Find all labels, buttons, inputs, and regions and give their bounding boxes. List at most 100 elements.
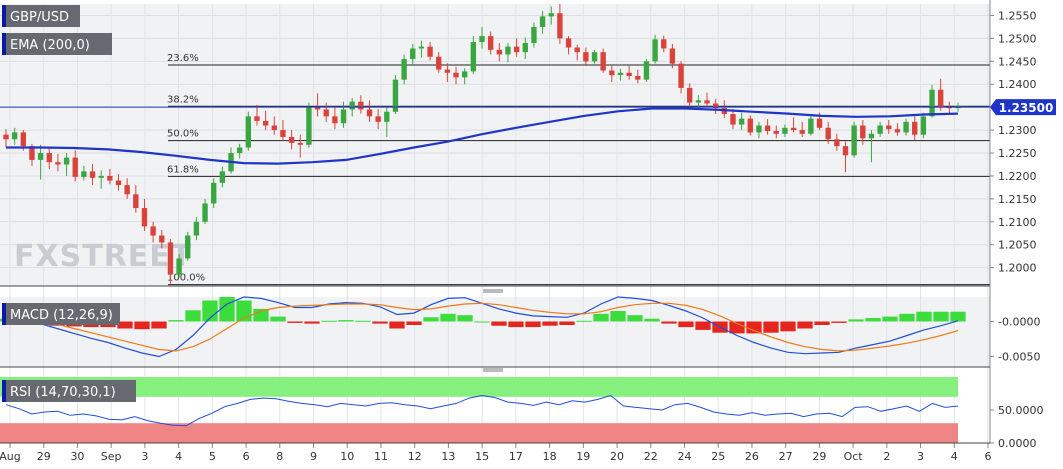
fibonacci-label: 50.0% — [167, 129, 199, 140]
chart-title-box — [2, 5, 80, 27]
chart-title: GBP/USD — [10, 10, 69, 25]
candle-body — [695, 100, 702, 103]
candle-body — [107, 175, 113, 181]
candle-body — [81, 171, 87, 177]
candle-body — [358, 101, 364, 110]
y-tick-label: 1.2550 — [998, 9, 1037, 22]
macd-histogram-bar — [474, 321, 490, 323]
macd-legend-box — [2, 303, 120, 325]
candle-body — [929, 89, 935, 117]
candle-body — [193, 221, 200, 236]
macd-histogram-bar — [185, 310, 201, 322]
candle-body — [548, 13, 554, 17]
candle-body — [738, 118, 745, 125]
candle-body — [912, 121, 918, 135]
macd-histogram-bar — [440, 313, 456, 322]
candle-body — [262, 120, 269, 126]
x-tick-label: 26 — [745, 450, 759, 463]
candle-body — [886, 125, 892, 130]
candle-body — [29, 146, 35, 160]
macd-histogram-bar — [865, 318, 881, 322]
x-tick-label: 6 — [985, 450, 992, 463]
candle-body — [288, 136, 295, 143]
candle-body — [591, 52, 598, 62]
x-tick-label: 24 — [677, 450, 691, 463]
indicator-legend-box — [2, 33, 112, 55]
x-tick-label: 6 — [243, 450, 250, 463]
candle-body — [522, 42, 528, 53]
candle-body — [115, 180, 122, 186]
fibonacci-label: 61.8% — [167, 164, 199, 175]
macd-histogram-bar — [559, 321, 575, 325]
candle-body — [557, 13, 563, 39]
rsi-legend-box — [2, 380, 136, 402]
candle-body — [617, 72, 624, 76]
macd-histogram-bar — [287, 321, 303, 323]
candle-body — [444, 69, 451, 73]
macd-histogram-bar — [610, 311, 626, 322]
macd-histogram-bar — [780, 321, 796, 332]
candle-body — [583, 52, 589, 62]
candle-body — [11, 132, 18, 140]
candle-body — [271, 125, 277, 131]
y-tick-label: 1.2400 — [998, 78, 1037, 91]
macd-histogram-bar — [797, 321, 813, 329]
candle-body — [600, 52, 606, 71]
candle-body — [141, 208, 148, 227]
candle-body — [782, 127, 788, 134]
y-tick-label: 1.2000 — [998, 262, 1037, 275]
candle-body — [825, 127, 831, 140]
macd-histogram-bar — [576, 320, 592, 322]
price-panel — [0, 4, 990, 286]
macd-histogram-bar — [304, 321, 320, 324]
macd-histogram-bar — [321, 320, 337, 322]
macd-histogram-bar — [508, 321, 524, 328]
candle-body — [851, 125, 857, 156]
x-tick-label: 4 — [175, 450, 182, 463]
candle-body — [652, 39, 658, 62]
candle-body — [20, 132, 26, 147]
rsi-y-tick-label: 0.0000 — [998, 437, 1037, 450]
macd-histogram-bar — [117, 321, 133, 329]
macd-histogram-bar — [270, 316, 286, 322]
candle-body — [661, 39, 667, 49]
candle-body — [574, 47, 580, 53]
candle-body — [860, 125, 866, 139]
candle-body — [496, 49, 502, 55]
candle-body — [565, 38, 572, 48]
rsi-line — [5, 394, 959, 427]
candle-body — [89, 171, 96, 178]
candle-body — [167, 242, 174, 275]
candle-body — [894, 129, 901, 133]
candle-body — [903, 121, 909, 133]
macd-histogram-bar — [134, 321, 150, 330]
macd-histogram-bar — [355, 320, 371, 322]
macd-y-tick-label: -0.0000 — [998, 316, 1040, 329]
macd-histogram-bar — [882, 316, 898, 322]
candle-body — [609, 70, 615, 76]
y-tick-label: 1.2050 — [998, 239, 1037, 252]
macd-histogram-bar — [406, 321, 422, 325]
macd-histogram-bar — [899, 313, 915, 322]
candle-body — [150, 226, 156, 236]
macd-histogram-bar — [814, 321, 830, 325]
macd-histogram-bar — [933, 311, 949, 322]
macd-histogram-bar — [525, 321, 541, 328]
rsi-legend-color — [2, 380, 6, 402]
macd-histogram-bar — [151, 321, 167, 329]
x-tick-label: 29 — [812, 450, 826, 463]
macd-histogram-bar — [746, 321, 762, 334]
candle-body — [46, 153, 52, 163]
candle-body — [366, 109, 373, 117]
candle-body — [799, 130, 805, 134]
watermark: FXSTREET — [14, 239, 192, 274]
macd-histogram-bar — [763, 321, 779, 333]
candle-body — [297, 142, 303, 145]
y-tick-label: 1.2250 — [998, 147, 1037, 160]
candle-body — [340, 109, 347, 124]
x-tick-label: 5 — [209, 450, 216, 463]
candle-body — [219, 171, 226, 183]
x-tick-label: 27 — [779, 450, 793, 463]
candle-body — [678, 63, 684, 88]
candle-body — [626, 72, 632, 76]
